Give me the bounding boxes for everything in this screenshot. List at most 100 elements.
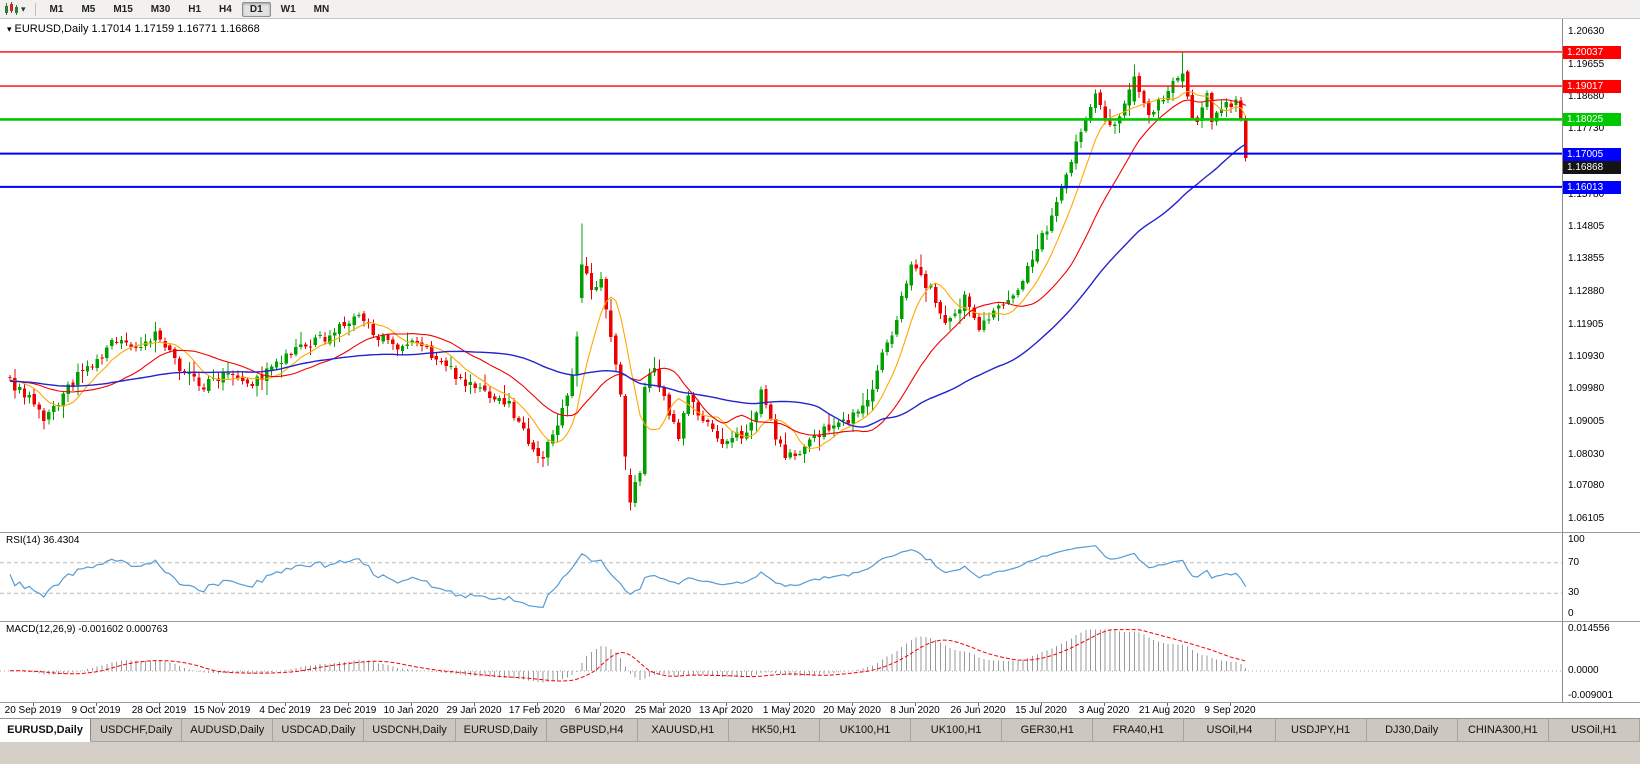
rsi-axis-label: 30 [1568, 587, 1580, 599]
date-axis-label: 9 Oct 2019 [71, 705, 121, 716]
macd-axis[interactable]: 0.014556 0.0000 -0.009001 [1562, 621, 1640, 702]
chart-tab-usoil-h1[interactable]: USOil,H1 [1548, 719, 1640, 742]
chart-tab-xauusd-h1[interactable]: XAUUSD,H1 [637, 719, 729, 742]
chart-tab-usdjpy-h1[interactable]: USDJPY,H1 [1275, 719, 1367, 742]
timeframe-buttons: M1 M5 M15 M30 H1 H4 D1 W1 MN [41, 1, 339, 17]
date-tick [1167, 703, 1168, 706]
price-axis-label: 1.20630 [1568, 26, 1605, 38]
date-tick [1230, 703, 1231, 706]
price-axis-label: 1.19655 [1568, 58, 1605, 70]
date-axis-label: 28 Oct 2019 [131, 705, 187, 716]
date-tick [285, 703, 286, 706]
date-axis-label: 8 Jun 2020 [890, 705, 940, 716]
date-axis-label: 25 Mar 2020 [634, 705, 692, 716]
timeframe-button-w1[interactable]: W1 [280, 3, 296, 15]
rsi-legend: RSI(14) 36.4304 [6, 535, 80, 546]
date-axis-label: 1 May 2020 [762, 705, 816, 716]
rsi-canvas[interactable] [0, 533, 1562, 622]
chart-tab-usoil-h4[interactable]: USOil,H4 [1184, 719, 1276, 742]
date-tick [537, 703, 538, 706]
macd-axis-label: 0.014556 [1568, 623, 1610, 634]
chart-tab-hk50-h1[interactable]: HK50,H1 [728, 719, 820, 742]
date-axis-label: 4 Dec 2019 [259, 705, 311, 716]
hline-price-tag: 1.17005 [1563, 147, 1621, 161]
chart-tabs: EURUSD,Daily USDCHF,Daily AUDUSD,Daily USDC… [0, 718, 1640, 764]
chart-tab-eurusd-daily[interactable]: EURUSD,Daily [455, 719, 547, 742]
timeframe-toolbar: ▾ M1 M5 M15 M30 H1 H4 D1 W1 MN [0, 0, 1640, 19]
chart-tab-dj30-daily[interactable]: DJ30,Daily [1366, 719, 1458, 742]
date-tick [159, 703, 160, 706]
timeframe-button-m30[interactable]: M30 [150, 3, 171, 15]
chart-tab-uk100-h1[interactable]: UK100,H1 [819, 719, 912, 742]
price-axis-label: 1.12880 [1568, 285, 1605, 297]
chart-tab-usdchf-daily[interactable]: USDCHF,Daily [91, 719, 183, 742]
date-axis-label: 17 Feb 2020 [508, 705, 566, 716]
date-axis-label: 13 Apr 2020 [699, 705, 753, 716]
date-axis-label: 26 Jun 2020 [950, 705, 1006, 716]
date-tick [789, 703, 790, 706]
chart-tab-gbpusd-h4[interactable]: GBPUSD,H4 [546, 719, 638, 742]
hline-price-tag: 1.16013 [1563, 180, 1621, 194]
rsi-panel: RSI(14) 36.4304 [0, 532, 1562, 621]
rsi-axis-label: 0 [1568, 608, 1574, 619]
date-tick [600, 703, 601, 706]
rsi-axis-label: 70 [1568, 556, 1580, 568]
chart-tool-icon[interactable] [4, 1, 20, 17]
timeframe-button-m1[interactable]: M1 [49, 3, 64, 15]
price-axis-label: 1.14805 [1568, 221, 1605, 233]
date-tick [1041, 703, 1042, 706]
chart-tab-china300-h1[interactable]: CHINA300,H1 [1457, 719, 1549, 742]
chart-tab-usdcad-daily[interactable]: USDCAD,Daily [273, 719, 365, 742]
rsi-axis-label: 100 [1568, 534, 1585, 545]
price-axis-label: 1.17730 [1568, 123, 1605, 135]
hline-price-tag: 1.20037 [1563, 45, 1621, 59]
macd-panel: MACD(12,26,9) -0.001602 0.000763 [0, 621, 1562, 702]
date-tick [978, 703, 979, 706]
macd-axis-label: 0.0000 [1568, 665, 1599, 677]
date-axis-label: 9 Sep 2020 [1204, 705, 1256, 716]
toolbar-dropdown-arrow[interactable]: ▾ [21, 3, 26, 14]
date-tick [474, 703, 475, 706]
date-tick [96, 703, 97, 706]
main-chart-canvas[interactable] [0, 19, 1562, 532]
price-axis-label: 1.15780 [1568, 188, 1605, 200]
timeframe-button-h4[interactable]: H4 [219, 3, 232, 15]
macd-canvas[interactable] [0, 622, 1562, 703]
timeframe-button-h1[interactable]: H1 [188, 3, 202, 15]
chart-tab-audusd-daily[interactable]: AUDUSD,Daily [182, 719, 274, 742]
timeframe-button-m5[interactable]: M5 [81, 3, 96, 15]
price-axis[interactable]: 1.206301.196551.186801.177301.167551.157… [1562, 19, 1640, 532]
timeframe-button-d1[interactable]: D1 [241, 1, 271, 17]
date-axis[interactable]: 20 Sep 2019 9 Oct 2019 28 Oct 2019 15 Nov 2… [0, 702, 1640, 718]
macd-legend: MACD(12,26,9) -0.001602 0.000763 [6, 624, 168, 635]
date-axis-label: 29 Jan 2020 [446, 705, 502, 716]
chart-tab-usdcnh-daily[interactable]: USDCNH,Daily [364, 719, 456, 742]
timeframe-button-m15[interactable]: M15 [113, 3, 133, 15]
chart-tab-eurusd-daily[interactable]: EURUSD,Daily [0, 719, 92, 742]
panel-divider[interactable] [0, 619, 1562, 623]
date-tick [33, 703, 34, 706]
panel-divider[interactable] [0, 530, 1562, 534]
main-chart-panel: ▾ EURUSD,Daily 1.17014 1.17159 1.16771 1.… [0, 19, 1562, 532]
chart-tab-ger30-h1[interactable]: GER30,H1 [1002, 719, 1094, 742]
chart-tab-fra40-h1[interactable]: FRA40,H1 [1093, 719, 1185, 742]
date-axis-label: 23 Dec 2019 [319, 705, 377, 716]
price-axis-label: 1.09980 [1568, 383, 1605, 395]
toolbar-separator [34, 2, 36, 16]
date-axis-label: 15 Nov 2019 [193, 705, 251, 716]
chart-tab-uk100-h1[interactable]: UK100,H1 [911, 719, 1003, 742]
legend-collapse-icon: ▾ [7, 24, 12, 34]
date-axis-label: 3 Aug 2020 [1078, 705, 1130, 716]
price-axis-label: 1.06105 [1568, 513, 1605, 525]
price-axis-label: 1.08030 [1568, 448, 1605, 460]
timeframe-button-mn[interactable]: MN [313, 3, 330, 15]
price-axis-label: 1.13855 [1568, 253, 1605, 265]
rsi-axis[interactable]: 100 70 30 0 [1562, 532, 1640, 621]
chart-legend-text: EURUSD,Daily 1.17014 1.17159 1.16771 1.1… [14, 23, 260, 35]
price-axis-label: 1.10930 [1568, 351, 1605, 363]
date-tick [222, 703, 223, 706]
date-axis-label: 15 Jul 2020 [1015, 705, 1067, 716]
price-axis-label: 1.11905 [1568, 318, 1604, 330]
hline-price-tag: 1.18025 [1563, 113, 1621, 127]
date-axis-label: 10 Jan 2020 [383, 705, 439, 716]
